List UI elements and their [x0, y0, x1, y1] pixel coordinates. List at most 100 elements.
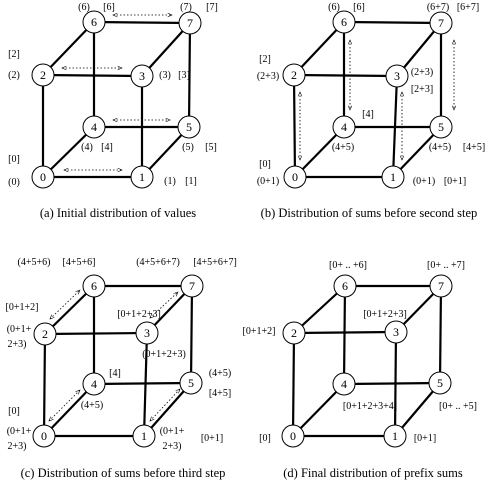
annotation: [0]: [259, 159, 271, 170]
annotation: (4+5+6+7): [136, 257, 180, 268]
annotation: [2]: [259, 54, 271, 65]
annotation: [0+1+2+3]: [117, 309, 161, 320]
svg-text:2: 2: [42, 327, 48, 341]
node-6: 6: [82, 274, 106, 298]
panel-d: 0 1 2 3 4 5 6 7 [0+ .. +6] [0+ .. +7] [0…: [243, 260, 477, 480]
panel-b-edges: [292, 20, 443, 179]
node-4: 4: [332, 115, 356, 139]
annotation: (0+1): [257, 176, 279, 187]
svg-text:3: 3: [394, 69, 400, 83]
svg-text:5: 5: [186, 120, 192, 134]
svg-text:4: 4: [91, 377, 97, 391]
annotation: (3): [159, 70, 171, 81]
annotation: [4]: [109, 368, 121, 379]
node-0: 0: [283, 165, 307, 189]
annotation: [0]: [8, 406, 20, 417]
annotation: [1]: [185, 176, 197, 187]
annotation: [6+7]: [457, 2, 479, 13]
svg-text:6: 6: [91, 279, 97, 293]
node-2: 2: [33, 322, 57, 346]
annotation: [4]: [362, 109, 374, 120]
panel-a-exchange-arrows: [62, 15, 172, 170]
annotation: (0+1+: [7, 324, 32, 335]
svg-text:7: 7: [438, 16, 444, 30]
panel-d-nodes: 0 1 2 3 4 5 6 7: [281, 274, 453, 448]
annotation: [0+1]: [414, 433, 436, 444]
annotation: [0+1+2]: [6, 302, 39, 313]
panel-a-edges: [41, 20, 192, 179]
panel-a-annotations: (6) [6] (7) [7] [2] (2) (3) [3] (4) [4] …: [8, 2, 218, 188]
annotation: (6+7): [427, 2, 449, 13]
svg-text:4: 4: [341, 120, 347, 134]
svg-text:6: 6: [341, 15, 347, 29]
node-3: 3: [384, 320, 408, 344]
annotation: (5): [182, 142, 194, 153]
svg-text:5: 5: [437, 376, 443, 390]
node-7: 7: [429, 11, 453, 35]
node-6: 6: [333, 274, 357, 298]
svg-text:0: 0: [292, 170, 298, 184]
panel-d-caption: (d) Final distribution of prefix sums: [283, 466, 463, 480]
svg-text:0: 0: [41, 429, 47, 443]
annotation: [0+1+2+3]: [363, 309, 407, 320]
node-5: 5: [179, 371, 203, 395]
panel-b: 0 1 2 3 4 5 6 7 (6) [6] (6+7) [6+7] [2] …: [257, 2, 485, 220]
panel-b-annotations: (6) [6] (6+7) [6+7] [2] (2+3) (2+3) [2+3…: [257, 2, 485, 187]
svg-text:2: 2: [291, 326, 297, 340]
node-4: 4: [82, 372, 106, 396]
annotation: [0+ .. +7]: [427, 260, 465, 271]
annotation: [2]: [8, 49, 20, 60]
node-4: 4: [82, 115, 106, 139]
annotation: (1): [164, 176, 176, 187]
annotation: [0]: [8, 154, 20, 165]
svg-text:3: 3: [393, 325, 399, 339]
annotation: (0+1+: [7, 426, 32, 437]
svg-text:5: 5: [188, 376, 194, 390]
svg-text:7: 7: [438, 279, 444, 293]
svg-text:3: 3: [144, 326, 150, 340]
annotation: [2+3]: [411, 84, 433, 95]
panel-d-annotations: [0+ .. +6] [0+ .. +7] [0+1+2] [0+1+2+3] …: [243, 260, 477, 444]
panel-a-caption: (a) Initial distribution of values: [40, 206, 196, 220]
node-3: 3: [135, 321, 159, 345]
annotation: [6]: [103, 2, 115, 13]
node-4: 4: [332, 372, 356, 396]
node-5: 5: [177, 115, 201, 139]
annotation: (4+5): [81, 400, 103, 411]
annotation: 2+3): [8, 339, 27, 350]
annotation: 2+3): [163, 441, 182, 452]
panel-b-caption: (b) Distribution of sums before second s…: [261, 206, 478, 220]
node-3: 3: [130, 64, 154, 88]
panel-b-exchange-arrows: [300, 40, 454, 160]
node-7: 7: [180, 274, 204, 298]
node-0: 0: [31, 165, 55, 189]
annotation: (4+5): [332, 142, 354, 153]
svg-text:4: 4: [91, 120, 97, 134]
annotation: (4): [81, 142, 93, 153]
node-1: 1: [132, 424, 156, 448]
svg-text:0: 0: [290, 429, 296, 443]
annotation: (0+1+: [160, 426, 185, 437]
svg-text:7: 7: [189, 279, 195, 293]
annotation: [4]: [101, 142, 113, 153]
svg-text:0: 0: [40, 170, 46, 184]
panel-c: 0 1 2 3 4 5 6 7 (4+5+6) [4+5+6] (4+5+6+7…: [6, 257, 237, 480]
annotation: (6): [328, 2, 340, 13]
annotation: [0+1]: [444, 176, 466, 187]
annotation: [4+5+6]: [63, 257, 96, 268]
annotation: [4+5+6+7]: [193, 257, 237, 268]
svg-text:2: 2: [291, 68, 297, 82]
panel-c-annotations: (4+5+6) [4+5+6] (4+5+6+7) [4+5+6+7] [0+1…: [6, 257, 237, 452]
annotation: (7): [180, 2, 192, 13]
node-3: 3: [385, 64, 409, 88]
node-5: 5: [428, 371, 452, 395]
svg-text:1: 1: [141, 429, 147, 443]
annotation: (0): [8, 177, 20, 188]
svg-text:2: 2: [40, 68, 46, 82]
annotation: (2+3): [257, 71, 279, 82]
annotation: (6): [78, 2, 90, 13]
node-1: 1: [381, 165, 405, 189]
node-6: 6: [332, 10, 356, 34]
node-5: 5: [429, 115, 453, 139]
